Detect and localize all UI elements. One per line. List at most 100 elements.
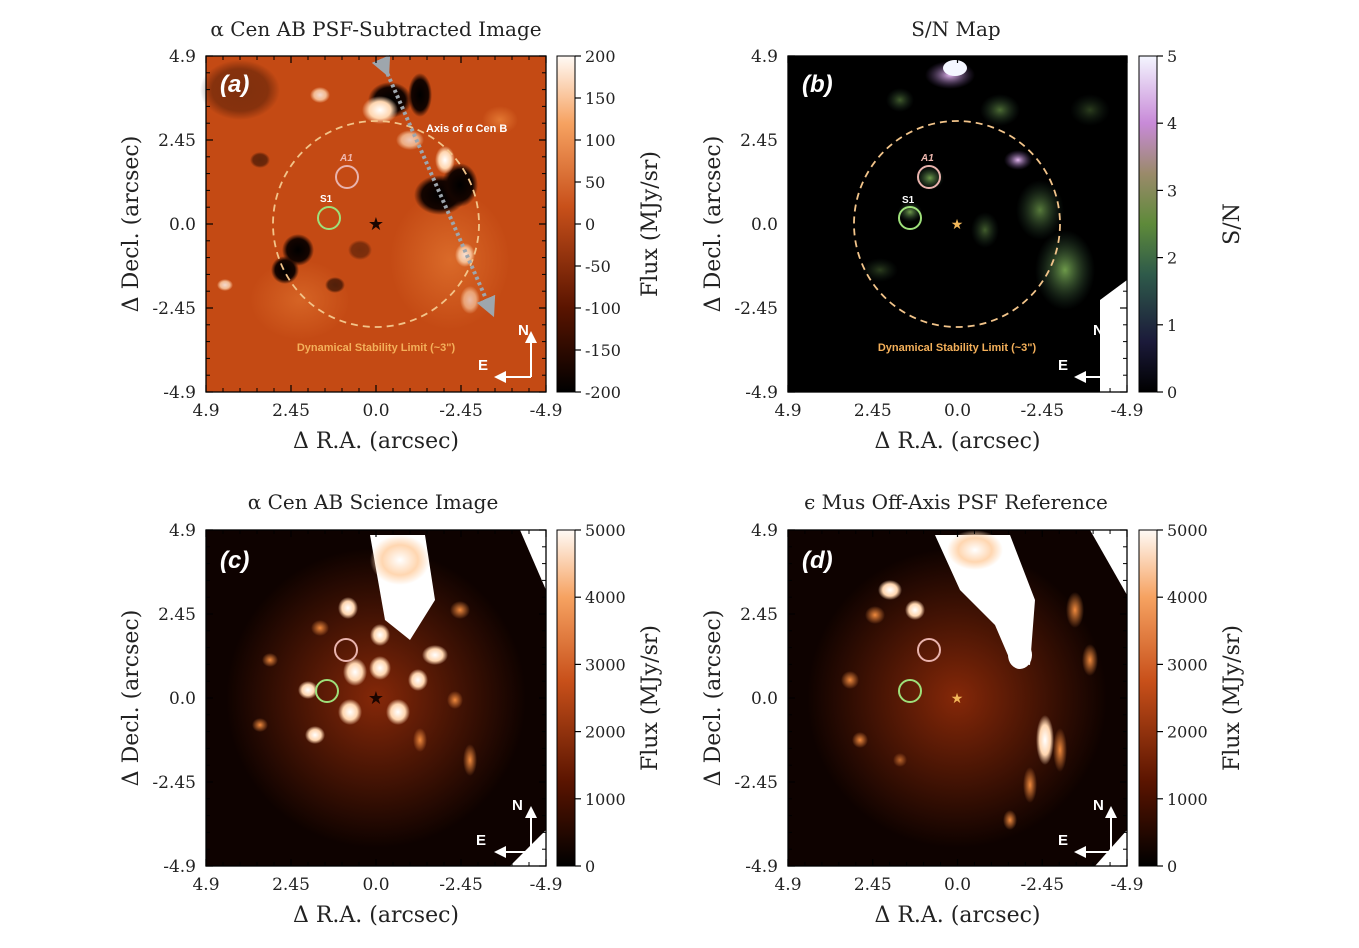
y-tick-label: -4.9	[163, 383, 196, 403]
y-tick-label: 4.9	[169, 47, 196, 67]
cbar-tick-label: 1000	[585, 790, 626, 809]
cbar-tick-label: 50	[585, 173, 605, 192]
panel-b-image	[788, 56, 1127, 392]
cbar-tick-label: 4000	[585, 588, 626, 607]
y-tick-label: 2.45	[158, 131, 196, 151]
y-tick-label: 0.0	[751, 215, 778, 235]
panel-d-image	[788, 530, 1127, 866]
x-tick-label: 0.0	[362, 401, 389, 421]
y-axis-label: Δ Decl. (arcsec)	[701, 136, 726, 313]
x-tick-label: -2.45	[1020, 875, 1064, 895]
x-tick-label: 2.45	[272, 401, 310, 421]
x-tick-label: 0.0	[944, 401, 971, 421]
panel-c: α Cen AB Science Image	[205, 490, 576, 867]
stability-label: Dynamical Stability Limit (~3")	[297, 342, 456, 354]
cbar-tick-label: 3000	[585, 655, 626, 674]
panel-a-label: (a)	[220, 71, 249, 98]
panel-a-title: α Cen AB PSF-Subtracted Image	[210, 17, 541, 41]
cbar-tick-label: 0	[585, 215, 595, 234]
y-tick-label: 4.9	[169, 521, 196, 541]
cbar-tick-label: 5000	[585, 521, 626, 540]
compass-east: E	[478, 357, 488, 374]
s1-label: S1	[320, 194, 333, 205]
panel-d-title: ϵ Mus Off-Axis PSF Reference	[804, 490, 1108, 514]
x-tick-label: -4.9	[530, 875, 563, 895]
cbar-label: Flux (MJy/sr)	[638, 151, 663, 297]
x-tick-label: -4.9	[1111, 875, 1144, 895]
a1-label: A1	[920, 153, 934, 164]
svg-text:E: E	[1058, 357, 1068, 374]
x-axis-label: Δ R.A. (arcsec)	[293, 429, 459, 454]
x-tick-label: 2.45	[854, 401, 892, 421]
y-tick-label: -4.9	[163, 857, 196, 877]
x-tick-label: 0.0	[944, 875, 971, 895]
colorbar	[1138, 55, 1158, 393]
x-tick-label: 2.45	[854, 875, 892, 895]
cbar-tick-label: 0	[1167, 383, 1177, 402]
y-tick-label: 2.45	[740, 605, 778, 625]
compass: N E	[1058, 797, 1117, 858]
cbar-tick-label: -150	[585, 341, 621, 360]
x-axis-label: Δ R.A. (arcsec)	[293, 903, 459, 928]
y-axis-label: Δ Decl. (arcsec)	[119, 136, 144, 313]
x-tick-label: 4.9	[774, 401, 801, 421]
x-tick-label: 0.0	[362, 875, 389, 895]
a1-label: A1	[339, 153, 353, 164]
panel-c-title: α Cen AB Science Image	[248, 490, 499, 514]
cbar-tick-label: -50	[585, 257, 611, 276]
axis-cen-b-label: Axis of α Cen B	[426, 123, 507, 135]
panel-b: S/N Map A1 S1 ★ Dynamical Stability Limi…	[787, 17, 1158, 393]
cbar-tick-label: 2	[1167, 249, 1177, 268]
a1-circle	[335, 165, 359, 189]
svg-text:★: ★	[951, 218, 964, 233]
x-tick-label: 2.45	[272, 875, 310, 895]
cbar-tick-label: -200	[585, 383, 621, 402]
panel-c-image	[206, 530, 546, 866]
x-tick-label: -2.45	[439, 401, 483, 421]
cbar-label: Flux (MJy/sr)	[638, 625, 663, 771]
axis-cen-b-arrow	[371, 54, 496, 318]
panel-a: α Cen AB PSF-Subtracted Image	[200, 17, 576, 393]
panel-d-label: (d)	[802, 547, 833, 574]
x-axis-label: Δ R.A. (arcsec)	[874, 429, 1040, 454]
y-tick-label: 2.45	[158, 605, 196, 625]
colorbar	[556, 55, 576, 393]
x-tick-label: 4.9	[192, 401, 219, 421]
compass: N E	[476, 797, 537, 858]
cbar-label: Flux (MJy/sr)	[1220, 625, 1245, 771]
x-tick-label: -2.45	[439, 875, 483, 895]
cbar-tick-label: 2000	[1167, 723, 1208, 742]
svg-text:N: N	[512, 797, 523, 814]
x-axis-label: Δ R.A. (arcsec)	[874, 903, 1040, 928]
cbar-tick-label: 100	[585, 131, 616, 150]
svg-text:E: E	[1058, 832, 1068, 849]
y-tick-label: 0.0	[169, 689, 196, 709]
y-tick-label: 0.0	[751, 689, 778, 709]
svg-text:E: E	[476, 832, 486, 849]
panel-d: ϵ Mus Off-Axis PSF Reference ★ (d)	[787, 490, 1158, 867]
y-tick-label: 4.9	[751, 521, 778, 541]
y-tick-label: 2.45	[740, 131, 778, 151]
s1-label: S1	[902, 195, 915, 206]
y-tick-label: -2.45	[734, 299, 778, 319]
cbar-tick-label: 0	[585, 857, 595, 876]
x-tick-label: -2.45	[1020, 401, 1064, 421]
svg-text:★: ★	[951, 692, 964, 707]
y-axis-label: Δ Decl. (arcsec)	[701, 610, 726, 787]
s1-circle	[317, 206, 341, 230]
panel-b-title: S/N Map	[911, 17, 1001, 41]
panel-c-label: (c)	[220, 547, 249, 574]
cbar-tick-label: 5000	[1167, 521, 1208, 540]
y-tick-label: -4.9	[745, 383, 778, 403]
compass-north: N	[518, 322, 529, 339]
colorbar	[556, 529, 576, 867]
axes-and-ticks: 4.9 4.9 2.45 2.45 0.0 0.0 -2.45 -2.45 -4.9 -4.9 Δ …	[119, 47, 1245, 928]
x-tick-label: -4.9	[530, 401, 563, 421]
cbar-tick-label: 2000	[585, 723, 626, 742]
stability-label: Dynamical Stability Limit (~3")	[878, 342, 1037, 354]
cbar-tick-label: 4000	[1167, 588, 1208, 607]
x-tick-label: 4.9	[774, 875, 801, 895]
svg-text:★: ★	[368, 688, 384, 708]
y-tick-label: -2.45	[734, 773, 778, 793]
